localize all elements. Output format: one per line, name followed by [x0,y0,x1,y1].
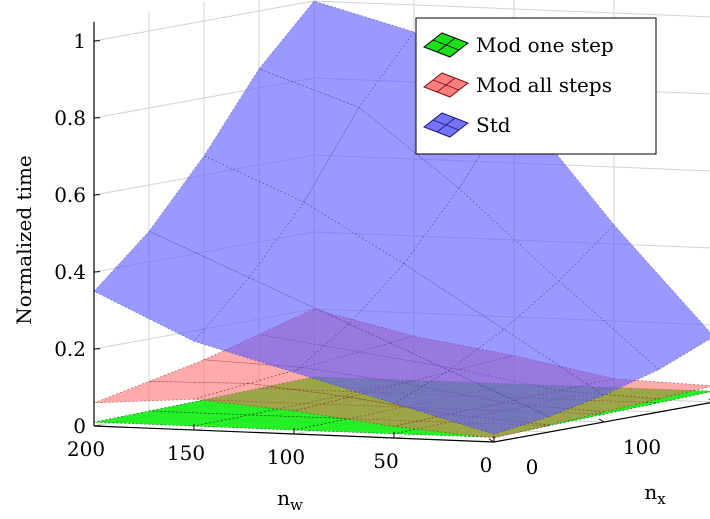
nw-axis-label: nw [277,486,303,514]
z-tick-label: 0 [73,414,86,438]
nw-tick-label: 150 [167,441,205,465]
surface-patch [93,230,250,342]
legend-items: Mod one step Mod all steps Std [422,32,614,138]
surface-patch [503,280,660,396]
legend-swatch-line [436,77,456,93]
axis-layer: 00.20.40.60.812001501005000100200 [54,21,710,479]
surface-patch [303,107,460,265]
surface-patch [93,381,250,404]
surface-patch [193,414,350,431]
legend: Mod one step Mod all steps Std [415,17,657,155]
nw-tick-label: 0 [480,453,493,477]
z-tick-label: 0.8 [54,106,86,130]
surface-patch [193,277,350,373]
surface-patch [403,188,560,330]
z-tick-label: 0.2 [54,337,86,361]
nx-axis-label-main: n [644,480,657,504]
nx-tick-label: 0 [526,455,539,479]
surface-patch [258,0,415,108]
legend-item: Mod all steps [422,72,612,98]
nw-axis-label-main: n [277,486,290,510]
z-tick-label: 0.4 [54,260,86,284]
nw-tick-label: 50 [373,449,398,473]
nw-tick-label: 100 [267,445,305,469]
surface-patch [293,323,450,404]
z-tick-label: 1 [73,29,86,53]
z-axis-label: Normalized time [12,155,36,325]
nx-tick [488,438,495,443]
legend-swatch-line [436,37,456,53]
nw-tick-label: 200 [67,437,105,461]
surface-patch [193,383,350,412]
legend-item: Std [422,112,511,138]
z-tick-label: 0.6 [54,183,86,207]
nw-axis-label-sub: w [290,496,303,514]
nx-tick-label: 100 [623,435,661,459]
nx-axis-label-sub: x [657,490,666,508]
surface-patch [293,396,450,427]
legend-label: Mod all steps [476,73,612,97]
nx-tick [598,418,605,423]
legend-item: Mod one step [422,32,614,58]
legend-swatch-line [436,117,456,133]
surface-patch [148,359,305,384]
nx-axis-label: nx [644,480,666,508]
surface-patch [93,410,250,427]
legend-label: Mod one step [476,33,614,57]
legend-label: Std [476,113,511,137]
surface-patch [393,370,550,435]
